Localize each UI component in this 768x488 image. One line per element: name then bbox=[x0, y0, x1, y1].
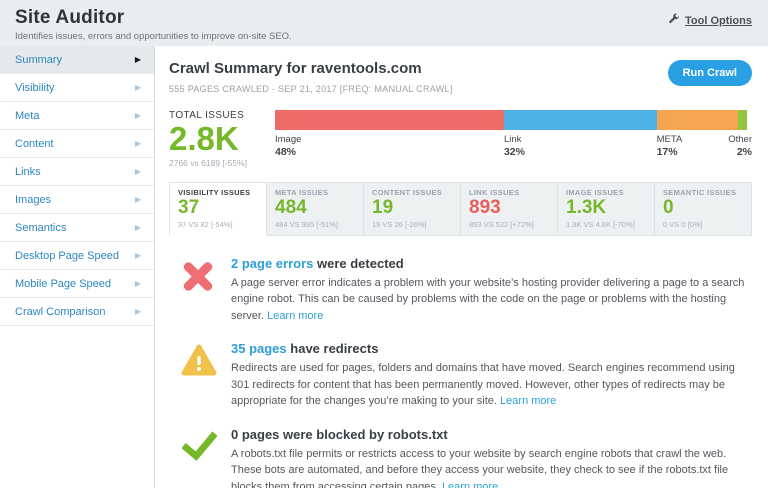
redirect-pages-link[interactable]: 35 pages bbox=[231, 341, 287, 357]
app-header: Site Auditor Identifies issues, errors a… bbox=[0, 0, 768, 46]
sidebar-item-label: Meta bbox=[15, 109, 40, 122]
chevron-right-icon: ▶ bbox=[134, 194, 141, 204]
alert-description: Redirects are used for pages, folders an… bbox=[231, 362, 735, 408]
alert-heading: 35 pages have redirects bbox=[231, 341, 379, 357]
total-issues-label: TOTAL ISSUES bbox=[169, 110, 245, 121]
bar-segment-link bbox=[503, 110, 657, 130]
tool-options-link[interactable]: Tool Options bbox=[668, 13, 752, 28]
bar-segment-image bbox=[275, 110, 504, 130]
alert-redirects: 35 pages have redirects Redirects are us… bbox=[181, 341, 752, 410]
page-title: Site Auditor bbox=[15, 7, 125, 28]
total-issues-section: TOTAL ISSUES 2.8K 2766 vs 6189 [-55%] Im… bbox=[169, 110, 752, 168]
sidebar-item-label: Links bbox=[15, 165, 41, 178]
chevron-right-icon: ▶ bbox=[134, 138, 141, 148]
learn-more-link[interactable]: Learn more bbox=[500, 395, 557, 408]
segment-label-link: Link 32% bbox=[503, 134, 525, 158]
alert-description: A page server error indicates a problem … bbox=[231, 276, 745, 322]
sidebar: Summary ▶ Visibility ▶ Meta ▶ Content ▶ … bbox=[0, 46, 155, 488]
issues-distribution-bar bbox=[275, 110, 752, 130]
sidebar-item-summary[interactable]: Summary ▶ bbox=[0, 46, 154, 74]
bar-segment-labels: Image 48% Link 32% META 17% Other 2% bbox=[275, 134, 752, 164]
wrench-icon bbox=[668, 13, 680, 28]
sidebar-item-label: Content bbox=[15, 137, 54, 150]
segment-label-other: Other 2% bbox=[728, 134, 752, 158]
sidebar-item-images[interactable]: Images ▶ bbox=[0, 186, 154, 214]
issues-distribution: Image 48% Link 32% META 17% Other 2% bbox=[275, 110, 752, 168]
chevron-right-icon: ▶ bbox=[134, 222, 141, 232]
tool-options-label: Tool Options bbox=[684, 14, 752, 27]
sidebar-item-crawl-comparison[interactable]: Crawl Comparison ▶ bbox=[0, 298, 154, 326]
app-header-text: Site Auditor Identifies issues, errors a… bbox=[15, 7, 292, 42]
tab-content-issues[interactable]: CONTENT ISSUES 19 19 VS 26 [-26%] bbox=[364, 181, 461, 236]
total-issues-comparison: 2766 vs 6189 [-55%] bbox=[169, 157, 247, 168]
bar-segment-meta bbox=[656, 110, 738, 130]
page-subtitle: Identifies issues, errors and opportunit… bbox=[15, 31, 292, 42]
sidebar-item-semantics[interactable]: Semantics ▶ bbox=[0, 214, 154, 242]
content-row: Summary ▶ Visibility ▶ Meta ▶ Content ▶ … bbox=[0, 46, 768, 488]
sidebar-item-desktop-page-speed[interactable]: Desktop Page Speed ▶ bbox=[0, 242, 154, 270]
sidebar-item-label: Visibility bbox=[15, 81, 55, 94]
sidebar-item-content[interactable]: Content ▶ bbox=[0, 130, 154, 158]
warning-triangle-icon bbox=[181, 344, 231, 382]
alert-content: 2 page errors were detected A page serve… bbox=[231, 256, 752, 325]
segment-label-image: Image 48% bbox=[275, 134, 302, 158]
main-panel: Crawl Summary for raventools.com 555 PAG… bbox=[155, 46, 768, 488]
sidebar-item-visibility[interactable]: Visibility ▶ bbox=[0, 74, 154, 102]
alert-page-errors: 2 page errors were detected A page serve… bbox=[181, 256, 752, 325]
check-icon bbox=[181, 430, 215, 460]
tab-semantic-issues[interactable]: SEMANTIC ISSUES 0 0 VS 0 [0%] bbox=[655, 181, 752, 236]
alert-description: A robots.txt file permits or restricts a… bbox=[231, 446, 752, 488]
issue-tabs: VISIBILITY ISSUES 37 37 VS 82 [-54%] MET… bbox=[169, 181, 752, 236]
chevron-right-icon: ▶ bbox=[134, 250, 141, 260]
total-issues-value: 2.8K bbox=[169, 120, 239, 157]
sidebar-item-label: Desktop Page Speed bbox=[15, 249, 119, 262]
chevron-right-icon: ▶ bbox=[134, 166, 141, 176]
tab-link-issues[interactable]: LINK ISSUES 893 893 VS 522 [+72%] bbox=[461, 181, 558, 236]
alert-heading: 0 pages were blocked by robots.txt bbox=[231, 426, 448, 442]
alert-content: 35 pages have redirects Redirects are us… bbox=[231, 341, 752, 410]
learn-more-link[interactable]: Learn more bbox=[267, 309, 324, 322]
chevron-right-icon: ▶ bbox=[134, 54, 141, 64]
crawl-header: Crawl Summary for raventools.com 555 PAG… bbox=[169, 60, 752, 94]
run-crawl-button[interactable]: Run Crawl bbox=[667, 60, 752, 86]
tab-meta-issues[interactable]: META ISSUES 484 484 VS 995 [-51%] bbox=[267, 181, 364, 236]
chevron-right-icon: ▶ bbox=[134, 278, 141, 288]
error-x-icon bbox=[181, 259, 215, 293]
sidebar-item-meta[interactable]: Meta ▶ bbox=[0, 102, 154, 130]
alert-heading: 2 page errors were detected bbox=[231, 255, 404, 271]
chevron-right-icon: ▶ bbox=[134, 306, 141, 316]
learn-more-link[interactable]: Learn more bbox=[441, 480, 499, 488]
crawl-header-text: Crawl Summary for raventools.com 555 PAG… bbox=[169, 60, 453, 94]
tab-image-issues[interactable]: IMAGE ISSUES 1.3K 1.3K VS 4.6K [-70%] bbox=[558, 181, 655, 236]
sidebar-item-links[interactable]: Links ▶ bbox=[0, 158, 154, 186]
page-errors-link[interactable]: 2 page errors bbox=[231, 255, 314, 271]
chevron-right-icon: ▶ bbox=[134, 82, 141, 92]
tab-visibility-issues[interactable]: VISIBILITY ISSUES 37 37 VS 82 [-54%] bbox=[169, 181, 267, 236]
sidebar-item-label: Summary bbox=[15, 53, 63, 66]
sidebar-item-label: Crawl Comparison bbox=[15, 305, 106, 318]
chevron-right-icon: ▶ bbox=[134, 110, 141, 120]
sidebar-item-mobile-page-speed[interactable]: Mobile Page Speed ▶ bbox=[0, 270, 154, 298]
alert-content: 0 pages were blocked by robots.txt A rob… bbox=[231, 427, 752, 488]
total-issues-summary: TOTAL ISSUES 2.8K 2766 vs 6189 [-55%] bbox=[169, 110, 271, 168]
crawl-summary-title: Crawl Summary for raventools.com bbox=[169, 60, 422, 77]
alerts-list: 2 page errors were detected A page serve… bbox=[169, 256, 752, 488]
sidebar-item-label: Semantics bbox=[15, 221, 67, 234]
bar-segment-other bbox=[737, 110, 748, 130]
sidebar-item-label: Images bbox=[15, 193, 52, 206]
crawl-meta: 555 PAGES CRAWLED - SEP 21, 2017 [FREQ: … bbox=[169, 84, 453, 94]
sidebar-item-label: Mobile Page Speed bbox=[15, 277, 112, 290]
segment-label-meta: META 17% bbox=[656, 134, 683, 158]
alert-robots-txt: 0 pages were blocked by robots.txt A rob… bbox=[181, 427, 752, 488]
